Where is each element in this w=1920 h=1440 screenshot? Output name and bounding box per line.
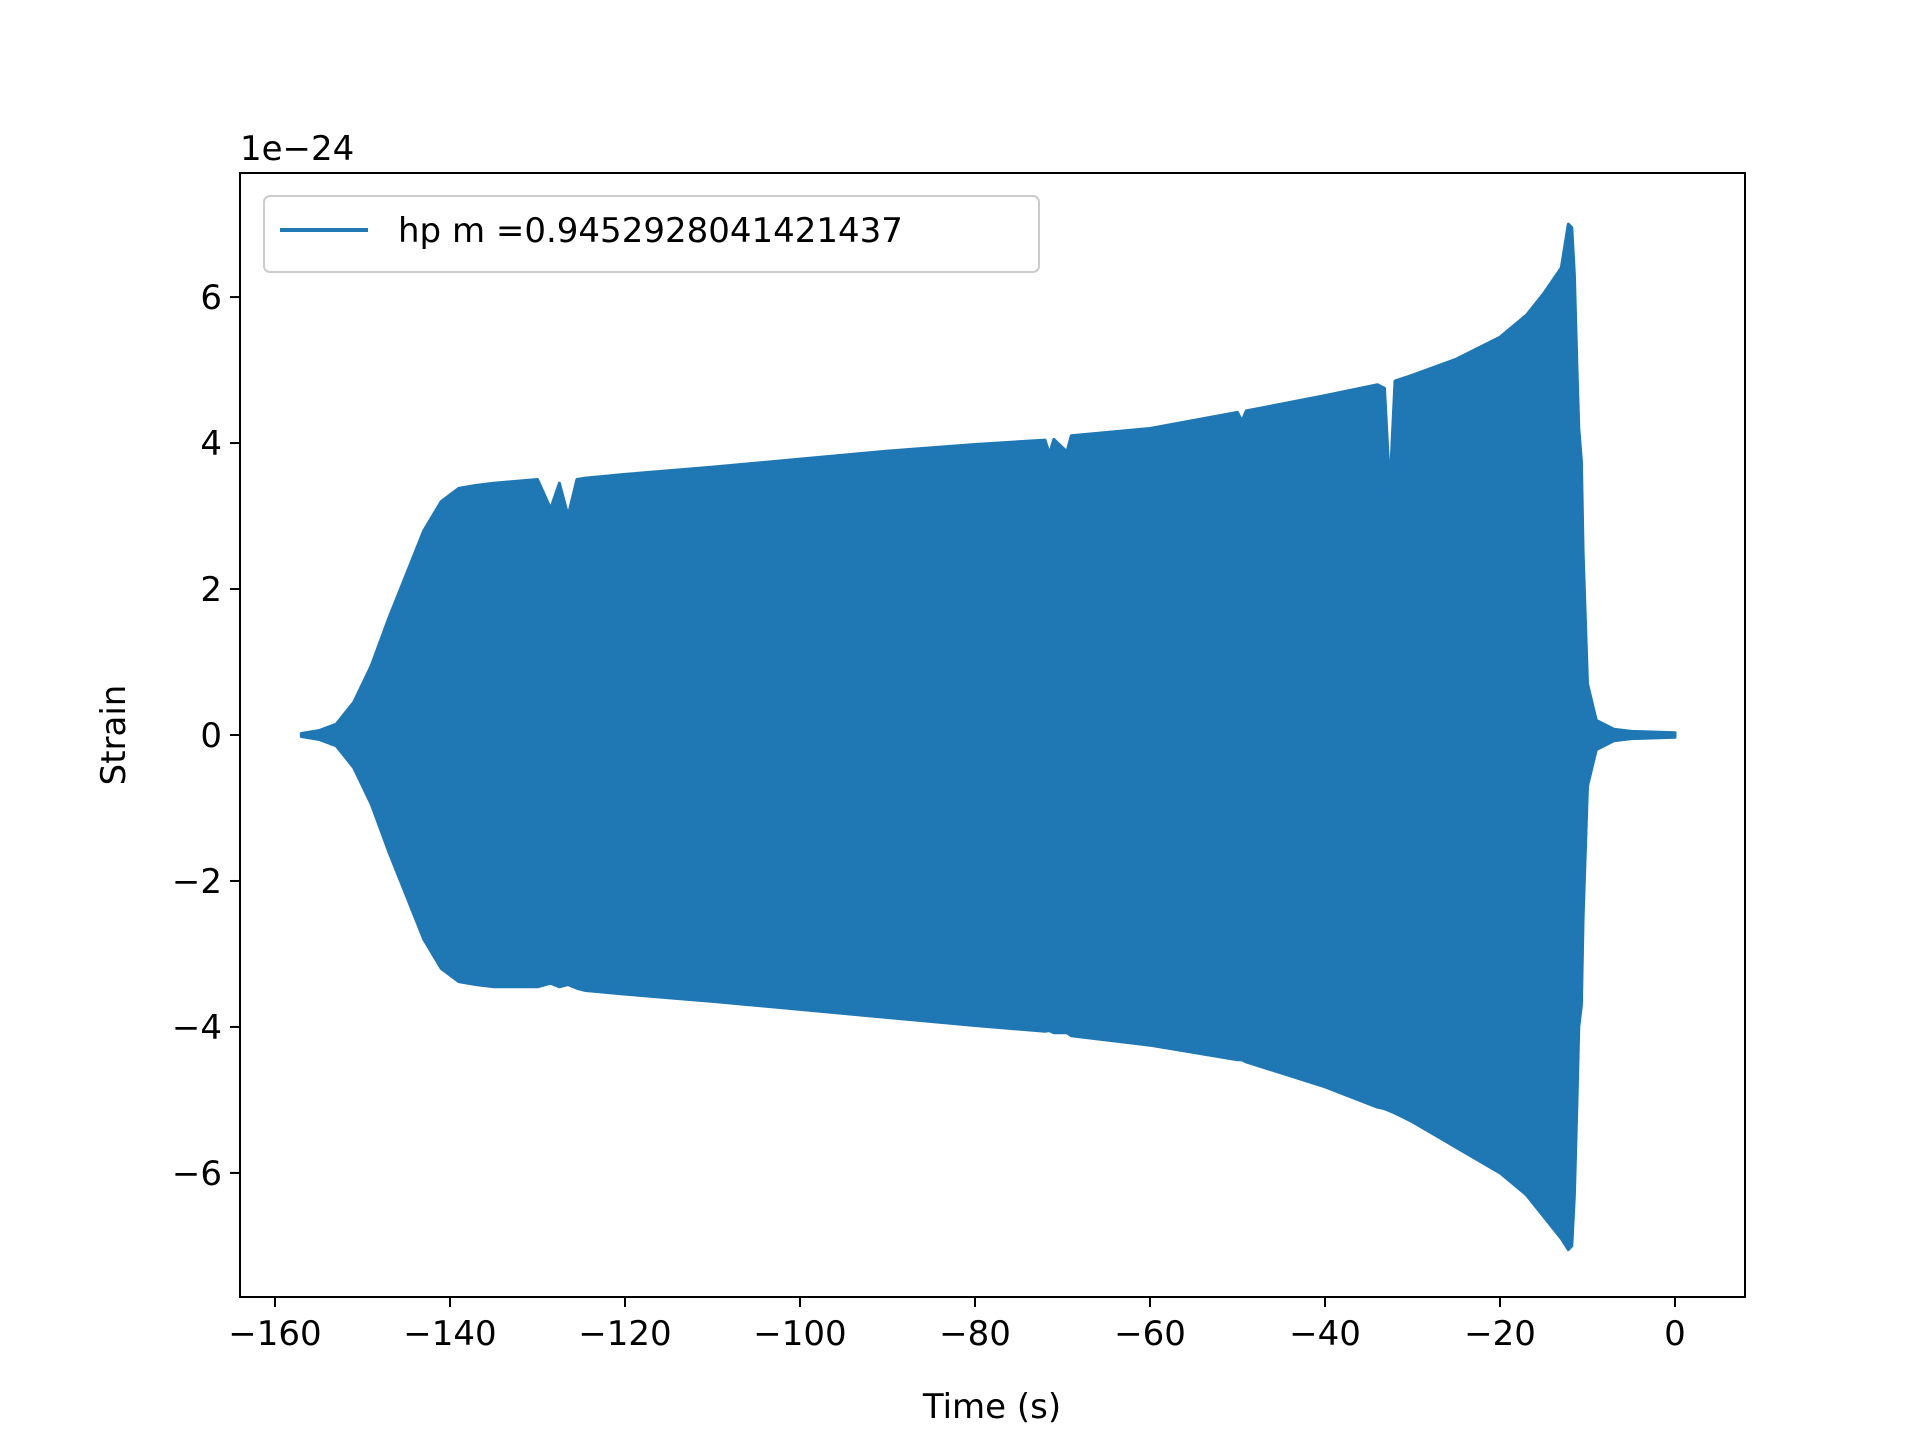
y-axis-ticks: −6 −4 −2 0 2 4 6 <box>172 278 240 1194</box>
x-axis-ticks: −160 −140 −120 −100 −80 −60 −40 −20 0 <box>228 1297 1686 1354</box>
x-tick-label: 0 <box>1664 1314 1686 1354</box>
legend: hp m =0.9452928041421437 <box>263 195 1040 273</box>
y-tick-label: −6 <box>172 1154 222 1194</box>
x-tick-label: −20 <box>1464 1314 1536 1354</box>
y-tick-label: 6 <box>200 278 222 318</box>
x-tick-label: −80 <box>939 1314 1011 1354</box>
y-tick-label: −4 <box>172 1008 222 1048</box>
x-tick-label: −100 <box>753 1314 846 1354</box>
y-tick-label: −2 <box>172 862 222 902</box>
series-layer <box>299 222 1677 1252</box>
x-tick-label: −140 <box>403 1314 496 1354</box>
x-tick-label: −40 <box>1289 1314 1361 1354</box>
y-tick-label: 0 <box>200 716 222 756</box>
series-waveform <box>299 222 1677 1252</box>
y-axis-label: Strain <box>94 685 134 786</box>
legend-entry-label: hp m =0.9452928041421437 <box>398 211 903 251</box>
x-tick-label: −60 <box>1114 1314 1186 1354</box>
y-offset-label: 1e−24 <box>240 129 354 169</box>
y-tick-label: 4 <box>200 424 222 464</box>
legend-box <box>263 195 1040 273</box>
y-tick-label: 2 <box>200 570 222 610</box>
x-axis-label: Time (s) <box>922 1387 1061 1427</box>
x-tick-label: −160 <box>228 1314 321 1354</box>
x-tick-label: −120 <box>578 1314 671 1354</box>
